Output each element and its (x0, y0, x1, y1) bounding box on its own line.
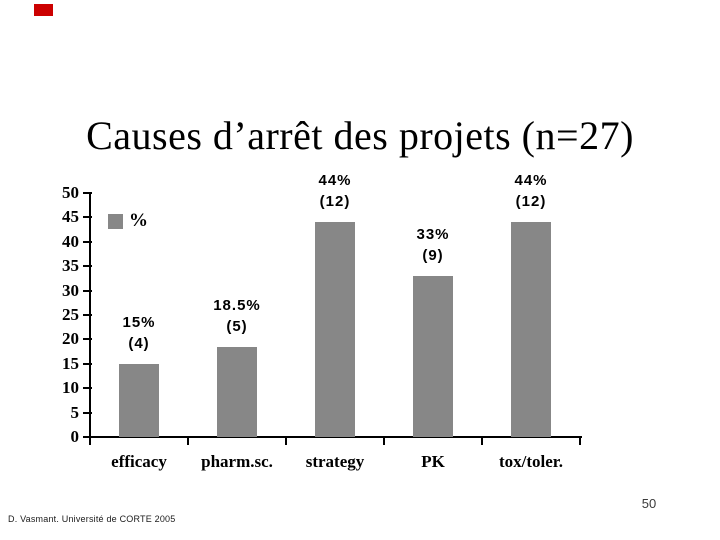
category-label-strategy: strategy (305, 452, 365, 471)
y-tick-5 (83, 411, 92, 414)
y-tick-25 (83, 314, 92, 316)
y-tick-20 (83, 338, 92, 341)
category-label-pharm-sc: pharm.sc. (201, 452, 273, 471)
bar-label-efficacy-line1: 15% (122, 313, 156, 331)
x-tick-4 (481, 438, 483, 445)
y-tick-label-45: 45 (62, 207, 79, 227)
page-number: 50 (641, 496, 657, 511)
category-label-tox-toler: tox/toler. (498, 452, 564, 471)
bar-label-strategy-line2: (12) (319, 193, 351, 211)
x-tick-1 (187, 438, 189, 445)
y-tick-label-15: 15 (62, 353, 79, 373)
y-tick-label-25: 25 (62, 305, 79, 324)
x-tick-0 (89, 438, 91, 445)
y-tick-label-50: 50 (62, 183, 79, 202)
bar-label-tox-toler-line2: (12) (515, 193, 547, 211)
bar-pharm-sc (217, 346, 257, 437)
y-tick-15 (83, 362, 92, 365)
corner-red-mark (34, 4, 53, 16)
y-tick-label-20: 20 (62, 329, 79, 349)
x-tick-5 (579, 438, 581, 445)
y-tick-label-10: 10 (62, 378, 79, 398)
y-tick-40 (83, 240, 92, 243)
x-tick-3 (383, 438, 385, 445)
y-tick-label-0: 0 (70, 427, 80, 446)
y-tick-50 (83, 192, 92, 194)
bar-label-strategy-line1: 44% (318, 172, 352, 190)
x-tick-2 (285, 438, 287, 445)
y-tick-label-35: 35 (62, 256, 79, 276)
category-label-efficacy: efficacy (111, 452, 167, 471)
legend-color-swatch (108, 214, 123, 229)
y-tick-label-30: 30 (62, 280, 79, 300)
bar-label-pharm-sc-line1: 18.5% (213, 296, 261, 314)
y-tick-label-5: 5 (70, 402, 80, 422)
y-axis-line (89, 193, 91, 439)
y-tick-10 (83, 387, 92, 390)
bar-label-tox-toler-line1: 44% (514, 172, 548, 190)
x-axis-line (89, 436, 582, 438)
y-tick-label-40: 40 (62, 231, 79, 251)
footer-credit: D. Vasmant. Université de CORTE 2005 (8, 514, 176, 524)
category-label-pk: PK (421, 452, 445, 471)
y-tick-0 (83, 436, 92, 438)
bar-label-efficacy-line2: (4) (128, 334, 150, 352)
y-tick-35 (83, 265, 92, 268)
bar-strategy (315, 222, 355, 437)
slide-title: Causes d’arrêt des projets (n=27) (86, 113, 634, 158)
bar-label-pk-line1: 33% (416, 225, 450, 243)
y-tick-45 (83, 216, 92, 219)
y-tick-30 (83, 289, 92, 292)
bar-pk (413, 275, 453, 437)
bar-label-pharm-sc-line2: (5) (226, 317, 248, 335)
bar-efficacy (119, 363, 159, 437)
legend-label: % (129, 210, 148, 231)
bar-tox-toler (511, 222, 551, 437)
bar-label-pk-line2: (9) (422, 246, 444, 264)
